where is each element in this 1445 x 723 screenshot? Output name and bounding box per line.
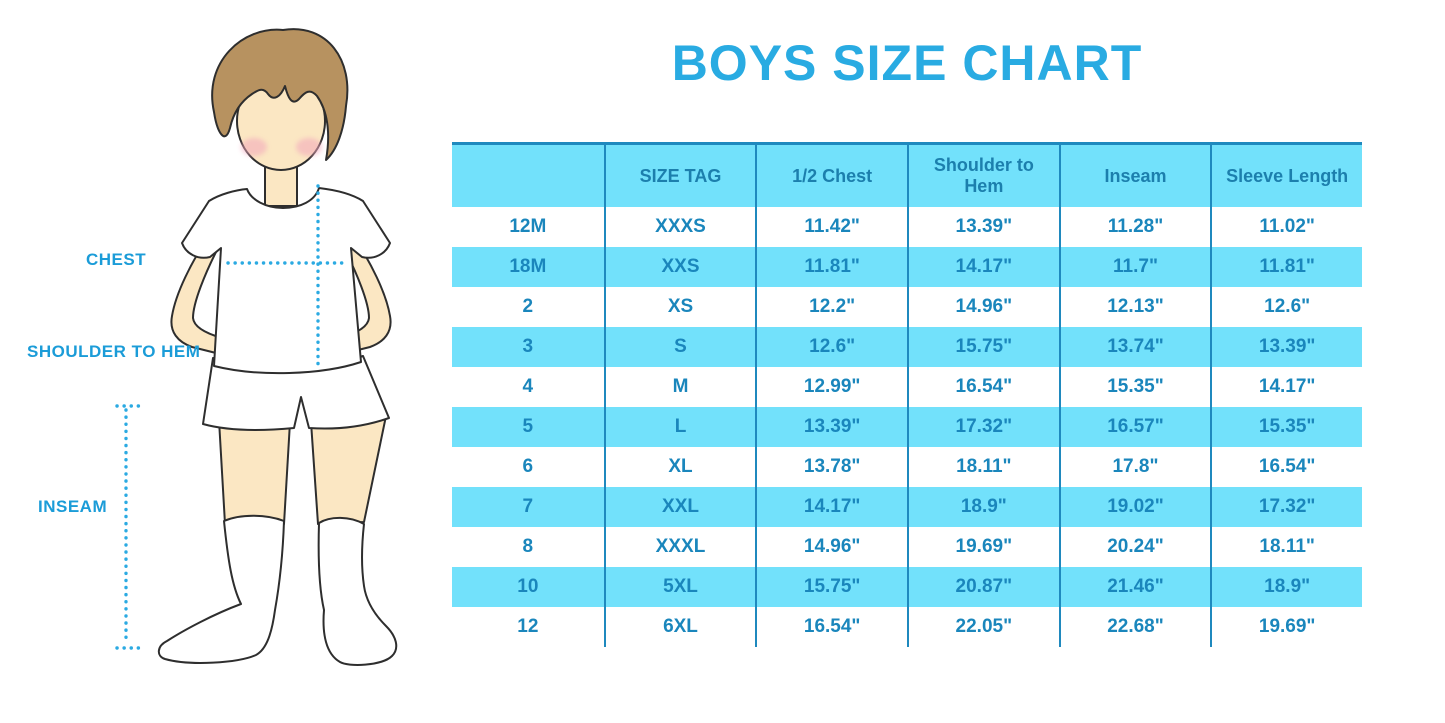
measurement-cell: 12.13" (1058, 287, 1211, 327)
header-cell-shoulder-hem: Shoulder to Hem (907, 145, 1059, 207)
measurement-cell: 18.9" (907, 487, 1059, 527)
table-body: 12M XXXS 11.42" 13.39" 11.28" 11.02" 18M XXS 11.… (452, 207, 1362, 647)
header-cell-blank (452, 145, 604, 207)
boy-blush-left (241, 138, 267, 156)
measurement-cell: 16.54" (907, 367, 1059, 407)
inseam-label: INSEAM (38, 497, 108, 516)
table-row: 12 6XL 16.54" 22.05" 22.68" 19.69" (452, 607, 1362, 647)
measurement-cell: 19.69" (1210, 607, 1362, 647)
measurement-cell: 19.02" (1058, 487, 1211, 527)
measurement-cell: 18.11" (907, 447, 1059, 487)
measurement-cell: 11.81" (755, 247, 907, 287)
measurement-cell: 16.57" (1058, 407, 1211, 447)
shoulder-to-hem-label: SHOULDER TO HEM (27, 342, 201, 361)
measurement-cell: 11.42" (755, 207, 907, 247)
measurement-cell: 20.87" (907, 567, 1059, 607)
measurement-cell: 12.6" (1210, 287, 1362, 327)
table-row: 2 XS 12.2" 14.96" 12.13" 12.6" (452, 287, 1362, 327)
boy-leg-right (310, 415, 387, 525)
size-cell: 5 (522, 416, 534, 437)
measurement-cell: 11.02" (1210, 207, 1362, 247)
measurement-cell: 11.7" (1058, 247, 1211, 287)
page-title: BOYS SIZE CHART (671, 35, 1143, 91)
size-chart-table: SIZE TAG 1/2 Chest Shoulder to Hem Insea… (452, 142, 1362, 647)
measurement-cell: 13.39" (755, 407, 907, 447)
table-row: 8 XXXL 14.96" 19.69" 20.24" 18.11" (452, 527, 1362, 567)
measurement-cell: 11.28" (1058, 207, 1211, 247)
boy-sock-left (157, 514, 285, 664)
measurement-cell: XS (603, 287, 756, 327)
measurement-cell: 11.81" (1210, 247, 1362, 287)
measurement-cell: 14.17" (1210, 367, 1362, 407)
measurement-cell: XXXS (603, 207, 756, 247)
measurement-cell: 15.75" (755, 567, 907, 607)
size-cell: 4 (522, 376, 534, 397)
chest-label: CHEST (86, 250, 147, 269)
measurement-cell: XL (603, 447, 756, 487)
measurement-cell: 14.96" (907, 287, 1059, 327)
measurement-cell: 16.54" (1210, 447, 1362, 487)
measurement-cell: 17.32" (1210, 487, 1362, 527)
boy-hair (211, 28, 349, 161)
measurement-cell: XXXL (603, 527, 756, 567)
measurement-cell: 13.78" (755, 447, 907, 487)
measurement-cell: 19.69" (907, 527, 1059, 567)
table-header-row: SIZE TAG 1/2 Chest Shoulder to Hem Insea… (452, 145, 1362, 207)
measurement-cell: 15.35" (1210, 407, 1362, 447)
measurement-cell: 15.75" (907, 327, 1059, 367)
size-cell: 3 (522, 336, 534, 357)
measurement-cell: 13.39" (907, 207, 1059, 247)
measurement-cell: 17.32" (907, 407, 1059, 447)
measurement-cell: XXS (603, 247, 756, 287)
header-cell-size-tag: SIZE TAG (603, 145, 756, 207)
measurement-cell: 21.46" (1058, 567, 1211, 607)
measurement-cell: 18.9" (1210, 567, 1362, 607)
measurement-cell: 14.17" (907, 247, 1059, 287)
size-cell: 12 (517, 616, 539, 637)
table-row: 6 XL 13.78" 18.11" 17.8" 16.54" (452, 447, 1362, 487)
measurement-cell: 16.54" (755, 607, 907, 647)
boy-shirt (181, 187, 391, 375)
measurement-cell: 17.8" (1058, 447, 1211, 487)
size-cell: 8 (522, 536, 534, 557)
header-cell-inseam: Inseam (1058, 145, 1211, 207)
table-row: 12M XXXS 11.42" 13.39" 11.28" 11.02" (452, 207, 1362, 247)
size-cell: 12M (509, 216, 547, 237)
table-row: 5 L 13.39" 17.32" 16.57" 15.35" (452, 407, 1362, 447)
header-cell-sleeve-length: Sleeve Length (1210, 145, 1362, 207)
measurement-cell: L (603, 407, 756, 447)
measurement-cell: 12.6" (755, 327, 907, 367)
boy-blush-right (296, 138, 322, 156)
measurement-cell: 12.2" (755, 287, 907, 327)
boy-leg-left (218, 419, 291, 525)
measurement-cell: 6XL (603, 607, 756, 647)
measurement-cell: 13.39" (1210, 327, 1362, 367)
measurement-cell: 22.05" (907, 607, 1059, 647)
measurement-cell: 5XL (603, 567, 756, 607)
size-cell: 6 (522, 456, 534, 477)
table-row: 7 XXL 14.17" 18.9" 19.02" 17.32" (452, 487, 1362, 527)
measurement-cell: M (603, 367, 756, 407)
measurement-cell: XXL (603, 487, 756, 527)
size-cell: 18M (509, 256, 547, 277)
measurement-cell: 15.35" (1058, 367, 1211, 407)
size-cell: 10 (517, 576, 539, 597)
boy-sock-right (317, 516, 398, 666)
measurement-cell: 20.24" (1058, 527, 1211, 567)
measurement-cell: 12.99" (755, 367, 907, 407)
measurement-cell: 13.74" (1058, 327, 1211, 367)
table-row: 3 S 12.6" 15.75" 13.74" 13.39" (452, 327, 1362, 367)
measurement-cell: 14.96" (755, 527, 907, 567)
measurement-cell: S (603, 327, 756, 367)
size-cell: 7 (522, 496, 534, 517)
measurement-cell: 22.68" (1058, 607, 1211, 647)
boy-illustration (115, 28, 398, 666)
size-cell: 2 (522, 296, 534, 317)
measurement-cell: 14.17" (755, 487, 907, 527)
measurement-cell: 18.11" (1210, 527, 1362, 567)
table-row: 18M XXS 11.81" 14.17" 11.7" 11.81" (452, 247, 1362, 287)
table-row: 4 M 12.99" 16.54" 15.35" 14.17" (452, 367, 1362, 407)
header-cell-half-chest: 1/2 Chest (755, 145, 907, 207)
table-row: 10 5XL 15.75" 20.87" 21.46" 18.9" (452, 567, 1362, 607)
